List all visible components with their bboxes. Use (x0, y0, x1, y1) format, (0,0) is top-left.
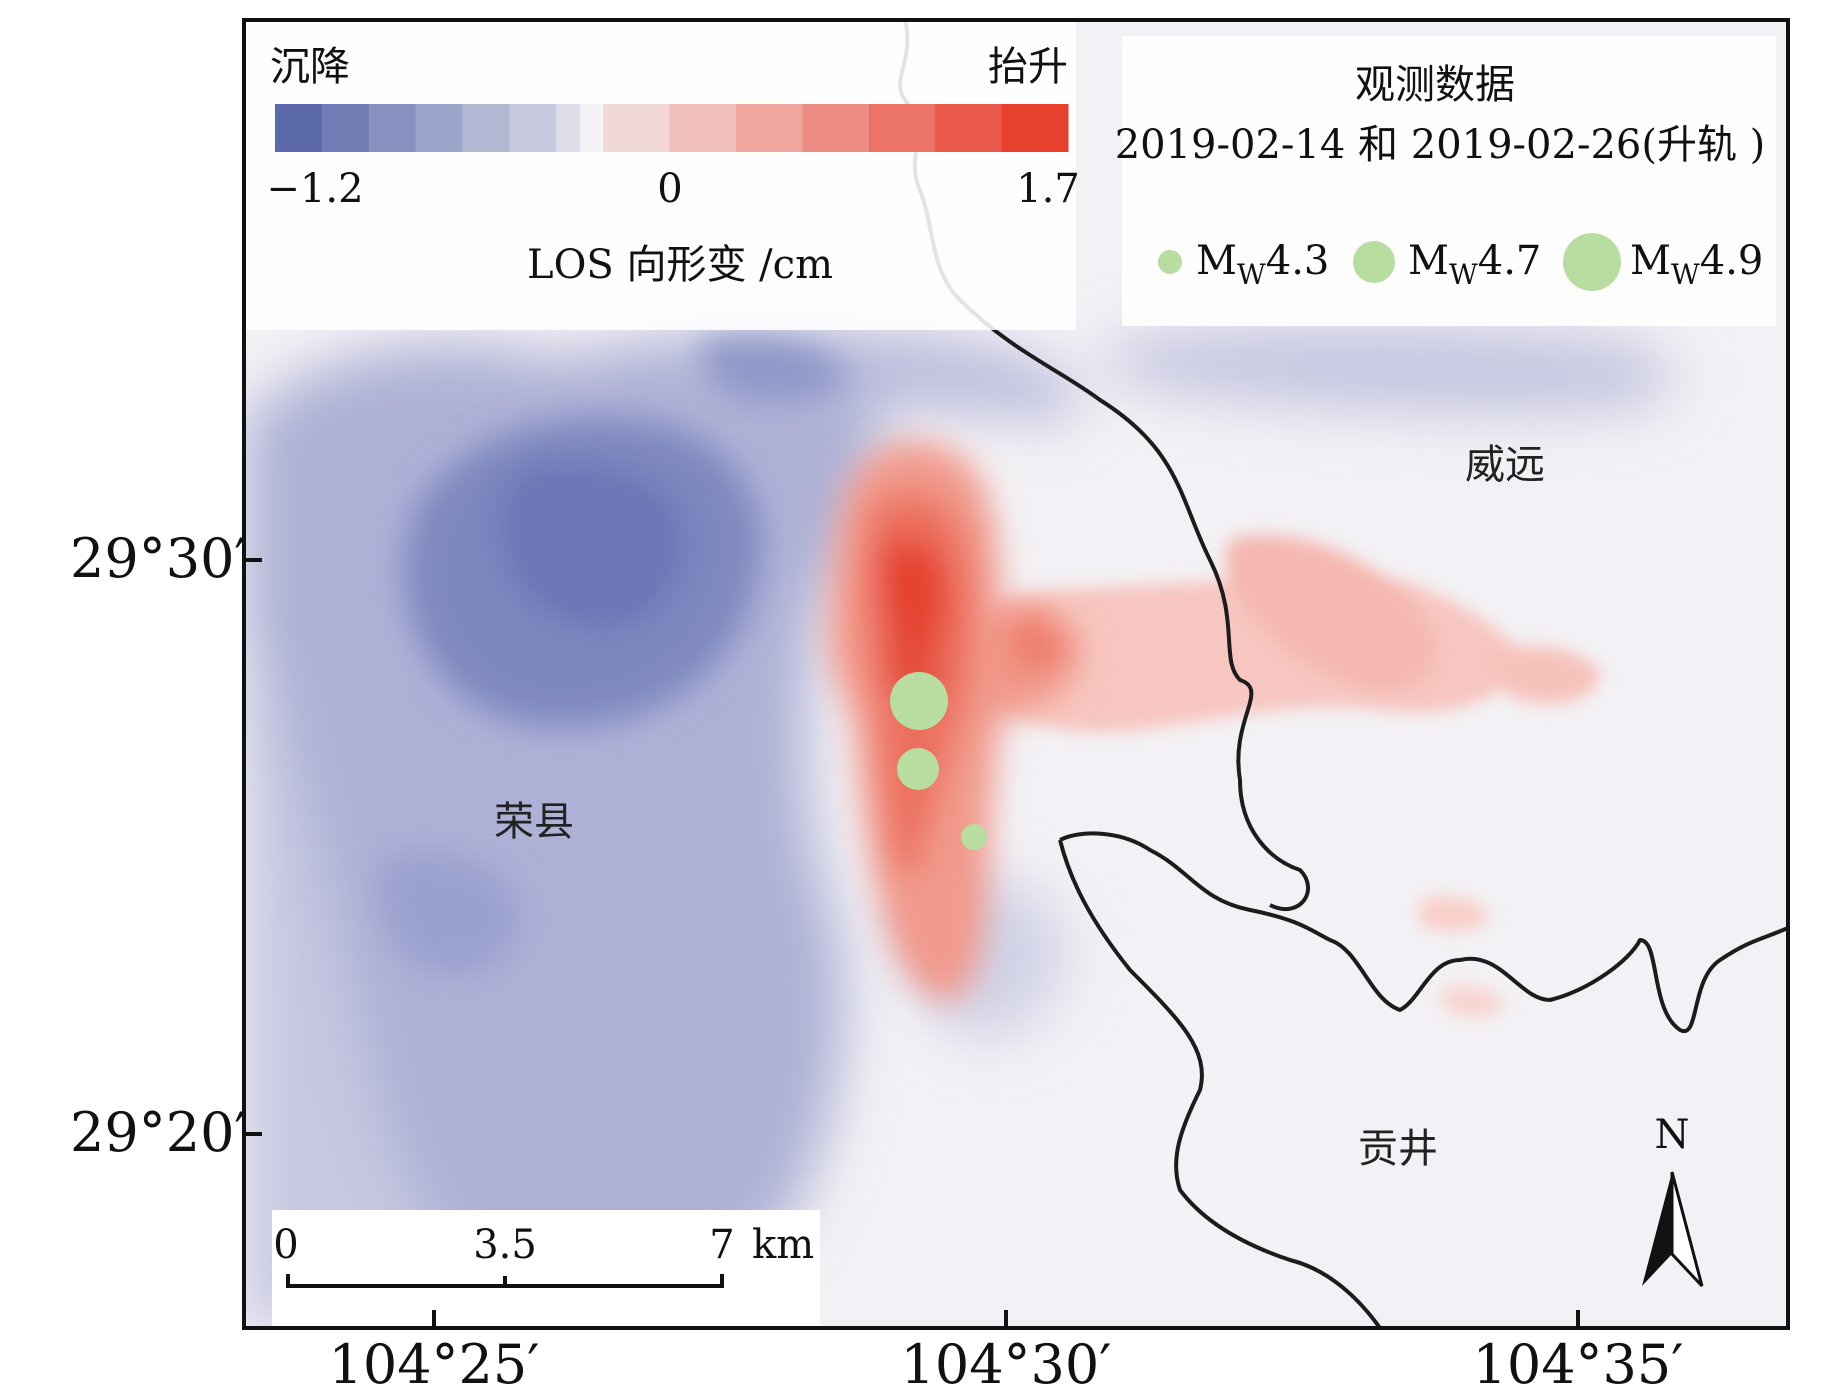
deformation-field (244, 20, 1788, 1328)
colorbar-cell (321, 104, 370, 152)
legend-marker-small (1158, 250, 1182, 274)
place-labels: 荣县 威远 贡井 (494, 442, 1545, 1172)
colorbar-cell (275, 104, 323, 152)
strong-subsidence-core (378, 336, 850, 976)
scalebar-label-mid: 3.5 (473, 1222, 537, 1268)
north-arrow-icon (1670, 1171, 1704, 1288)
north-arrow-label: N (1655, 1112, 1690, 1158)
map-frame (242, 18, 1790, 1330)
colorbar-cell (802, 104, 870, 152)
earthquake-epicenter (897, 748, 939, 790)
ytick-label: 29°20′ (70, 1101, 247, 1164)
colorbar-cell (368, 104, 417, 152)
weak-uplift-band (987, 534, 1600, 1017)
colorbar-label-uplift: 抬升 (988, 44, 1068, 90)
colorbar-max-label: 1.7 (1016, 166, 1080, 212)
legend-item-label: MW4.3 (1196, 238, 1329, 291)
scalebar-label-zero: 0 (273, 1222, 298, 1268)
ytick-label: 29°30′ (70, 527, 247, 590)
colorbar-zero-label: 0 (657, 166, 682, 212)
north-arrow-icon (1642, 1172, 1672, 1286)
colorbar-min-label: −1.2 (266, 166, 363, 212)
legend-subtitle: 2019-02-14 和 2019-02-26(升轨 ) (1115, 122, 1766, 168)
xtick-label: 104°30′ (900, 1333, 1112, 1396)
colorbar-panel (244, 20, 1076, 330)
legend-marker-large (1563, 233, 1621, 291)
xtick-label: 104°35′ (1472, 1333, 1684, 1396)
legend-item-label: MW4.7 (1408, 238, 1541, 291)
axis-ticks (244, 558, 1580, 1328)
legend-title: 观测数据 (1355, 62, 1515, 108)
scalebar-label-end: 7 (709, 1222, 734, 1268)
legend-item-label: MW4.9 (1630, 238, 1763, 291)
colorbar-text: 沉降 抬升 −1.2 0 1.7 LOS 向形变 /cm (266, 44, 1079, 288)
place-label-gongjing: 贡井 (1358, 1126, 1438, 1172)
colorbar-cell (868, 104, 936, 152)
colorbar-cell (669, 104, 737, 152)
colorbar-label-subsidence: 沉降 (270, 44, 350, 90)
north-arrow: N (1642, 1112, 1704, 1288)
colorbar-cell (1001, 104, 1069, 152)
earthquake-markers (890, 672, 987, 850)
place-label-weiyuan: 威远 (1465, 442, 1545, 488)
place-label-rongxian: 荣县 (494, 799, 574, 845)
colorbar-cell (462, 104, 510, 152)
earthquake-epicenter (890, 672, 948, 730)
legend-panel (1122, 36, 1776, 326)
colorbar-cell (735, 104, 803, 152)
earthquake-epicenter (961, 824, 987, 850)
colorbar (275, 104, 1069, 152)
scalebar-line (286, 1274, 724, 1288)
boundary-line-gongjing (1058, 839, 1382, 1328)
scalebar-unit: km (752, 1222, 814, 1268)
legend: 观测数据 2019-02-14 和 2019-02-26(升轨 ) MW4.3 … (1115, 62, 1766, 291)
scalebar: 0 3.5 7 km (273, 1222, 814, 1288)
colorbar-cell (509, 104, 557, 152)
scalebar-panel (272, 1210, 820, 1328)
colorbar-cell (935, 104, 1003, 152)
boundary-line-south (1059, 831, 1788, 1034)
xtick-label: 104°25′ (328, 1333, 540, 1396)
colorbar-cell (603, 104, 671, 152)
colorbar-title: LOS 向形变 /cm (527, 242, 833, 288)
legend-marker-medium (1353, 241, 1395, 283)
colorbar-cell (415, 104, 464, 152)
